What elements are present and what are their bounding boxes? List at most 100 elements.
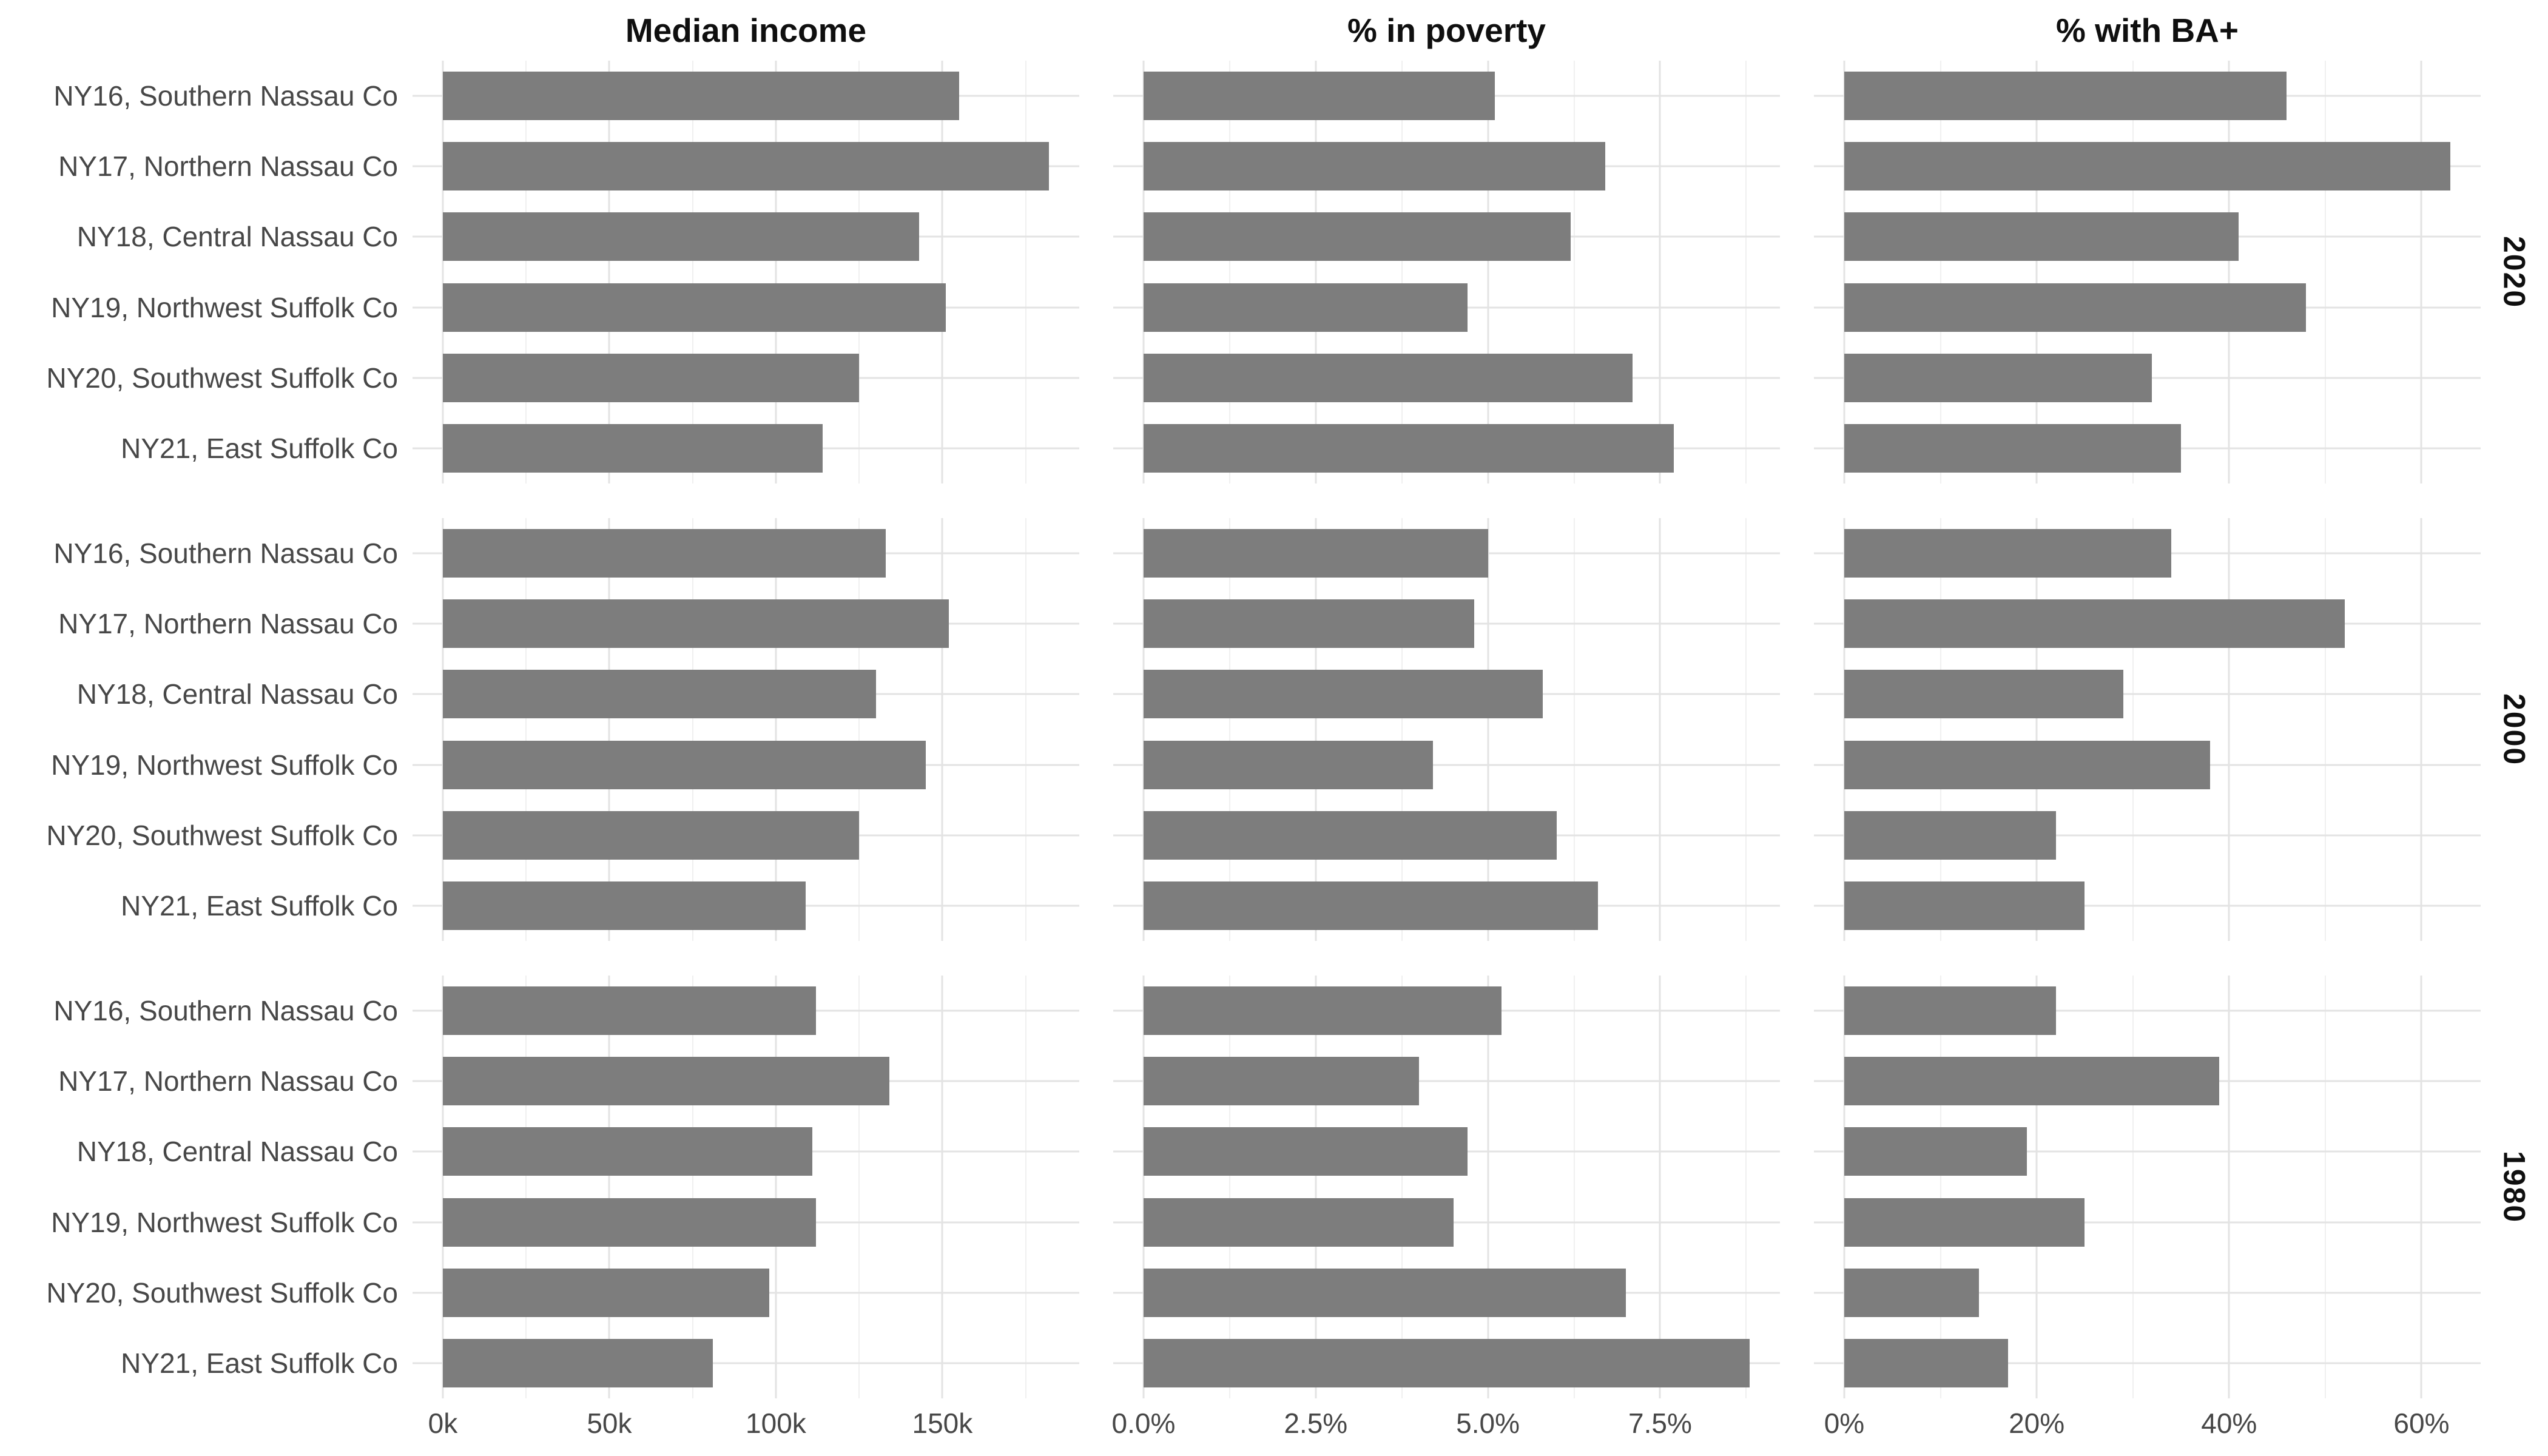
y-axis-label: NY20, Southwest Suffolk Co — [0, 1258, 413, 1328]
bar-2020-NY19 — [1143, 283, 1468, 332]
bar-2020-NY16 — [442, 72, 959, 121]
gridline-horizontal-major — [413, 1362, 1079, 1364]
x-tick-label: 0k — [428, 1407, 458, 1439]
gridline-vertical-major — [608, 976, 610, 1398]
bar-slot — [1113, 800, 1780, 871]
y-axis-labels-2020: NY16, Southern Nassau Co NY17, Northern N… — [0, 61, 413, 484]
y-axis-label: NY16, Southern Nassau Co — [0, 61, 413, 131]
gridline-vertical-major — [442, 518, 444, 941]
bar-1980-NY18 — [1143, 1127, 1468, 1176]
y-axis-label: NY18, Central Nassau Co — [0, 659, 413, 729]
gridline-vertical-minor — [1401, 976, 1403, 1398]
bar-slot — [413, 871, 1079, 941]
x-tick-label: 150k — [912, 1407, 973, 1439]
panel-2000-pct-poverty — [1113, 518, 1780, 941]
gridline-vertical-minor — [2324, 976, 2326, 1398]
bar-slot — [1113, 201, 1780, 272]
bar-slot — [1113, 730, 1780, 800]
bar-1980-NY17 — [1143, 1057, 1420, 1106]
y-axis-label: NY21, East Suffolk Co — [0, 871, 413, 941]
gridline-vertical-minor — [1573, 518, 1575, 941]
y-axis-label: NY18, Central Nassau Co — [0, 1116, 413, 1187]
bar-slot — [413, 518, 1079, 588]
y-axis-label: NY19, Northwest Suffolk Co — [0, 730, 413, 800]
bar-slot — [413, 1258, 1079, 1328]
bar-slot — [1814, 518, 2481, 588]
x-tick-label: 5.0% — [1456, 1407, 1520, 1439]
gridline-vertical-major — [1142, 976, 1145, 1398]
gridline-vertical-major — [1487, 518, 1489, 941]
gridline-horizontal-major — [1814, 1292, 2481, 1294]
panel-1980-median-income — [413, 976, 1079, 1398]
gridline-vertical-major — [1843, 61, 1845, 484]
y-axis-label: NY20, Southwest Suffolk Co — [0, 343, 413, 413]
y-axis-label-text: NY20, Southwest Suffolk Co — [46, 819, 398, 851]
gridline-horizontal-major — [1113, 1080, 1780, 1082]
bar-slot — [1814, 1046, 2481, 1116]
gridline-vertical-major — [1659, 976, 1661, 1398]
bar-2000-NY20 — [1143, 811, 1557, 860]
bar-slot — [1113, 61, 1780, 131]
gridline-vertical-major — [1142, 61, 1145, 484]
gridline-vertical-minor — [2132, 61, 2134, 484]
x-tick-label: 2.5% — [1284, 1407, 1348, 1439]
gridline-vertical-major — [1487, 61, 1489, 484]
bar-slot — [413, 730, 1079, 800]
panel-2020-pct-ba — [1814, 61, 2481, 484]
bar-slot — [1814, 1116, 2481, 1187]
bar-2000-NY18 — [1143, 670, 1543, 719]
y-axis-label-text: NY17, Northern Nassau Co — [58, 1065, 398, 1097]
gridline-vertical-major — [608, 518, 610, 941]
bar-2020-NY16 — [1844, 72, 2287, 121]
bar-slot — [1113, 1046, 1780, 1116]
gridline-vertical-major — [2035, 518, 2038, 941]
bar-2020-NY21 — [1844, 423, 2181, 473]
bar-2000-NY16 — [442, 529, 886, 578]
gridline-horizontal-major — [1814, 1150, 2481, 1153]
y-axis-label-text: NY17, Northern Nassau Co — [58, 608, 398, 640]
bar-2000-NY16 — [1844, 529, 2172, 578]
bar-slot — [1814, 976, 2481, 1046]
bar-slot — [1814, 201, 2481, 272]
y-axis-label-text: NY19, Northwest Suffolk Co — [51, 291, 398, 323]
gridline-vertical-major — [2420, 61, 2422, 484]
bar-1980-NY21 — [442, 1338, 713, 1387]
bar-slot — [1113, 1187, 1780, 1258]
panel-2020-median-income — [413, 61, 1079, 484]
bar-slot — [413, 1328, 1079, 1398]
gridline-vertical-minor — [1940, 976, 1941, 1398]
bar-slot — [1814, 1187, 2481, 1258]
bar-2020-NY18 — [1143, 212, 1571, 261]
y-axis-labels-1980: NY16, Southern Nassau Co NY17, Northern N… — [0, 976, 413, 1398]
gridline-vertical-minor — [692, 61, 693, 484]
bar-2020-NY16 — [1143, 72, 1495, 121]
bar-2000-NY19 — [1143, 740, 1433, 789]
gridline-vertical-minor — [2132, 518, 2134, 941]
bar-1980-NY17 — [442, 1057, 889, 1106]
bar-2000-NY21 — [1844, 881, 2085, 930]
gridline-vertical-major — [608, 61, 610, 484]
bar-1980-NY17 — [1844, 1057, 2220, 1106]
gridline-vertical-major — [2228, 976, 2230, 1398]
gridline-vertical-major — [775, 518, 777, 941]
x-axis-pct-ba: 0% 20% 40% 60% — [1814, 1398, 2481, 1456]
gridline-vertical-major — [941, 976, 943, 1398]
gridline-vertical-minor — [1940, 518, 1941, 941]
facet-strip-1980: 1980 — [2497, 1150, 2532, 1224]
y-axis-label: NY16, Southern Nassau Co — [0, 976, 413, 1046]
gridline-vertical-minor — [1228, 518, 1230, 941]
gridline-vertical-minor — [858, 976, 860, 1398]
gridline-vertical-minor — [1940, 61, 1941, 484]
bar-1980-NY21 — [1143, 1338, 1750, 1387]
bar-1980-NY19 — [1143, 1198, 1454, 1247]
gridline-vertical-major — [941, 61, 943, 484]
bar-2020-NY17 — [1143, 142, 1605, 191]
panel-1980-pct-ba — [1814, 976, 2481, 1398]
bar-slot — [413, 588, 1079, 659]
gridline-vertical-major — [1315, 61, 1317, 484]
gridline-vertical-minor — [2324, 61, 2326, 484]
bar-2000-NY19 — [1844, 740, 2210, 789]
bar-slot — [1113, 413, 1780, 484]
y-axis-label-text: NY20, Southwest Suffolk Co — [46, 362, 398, 394]
